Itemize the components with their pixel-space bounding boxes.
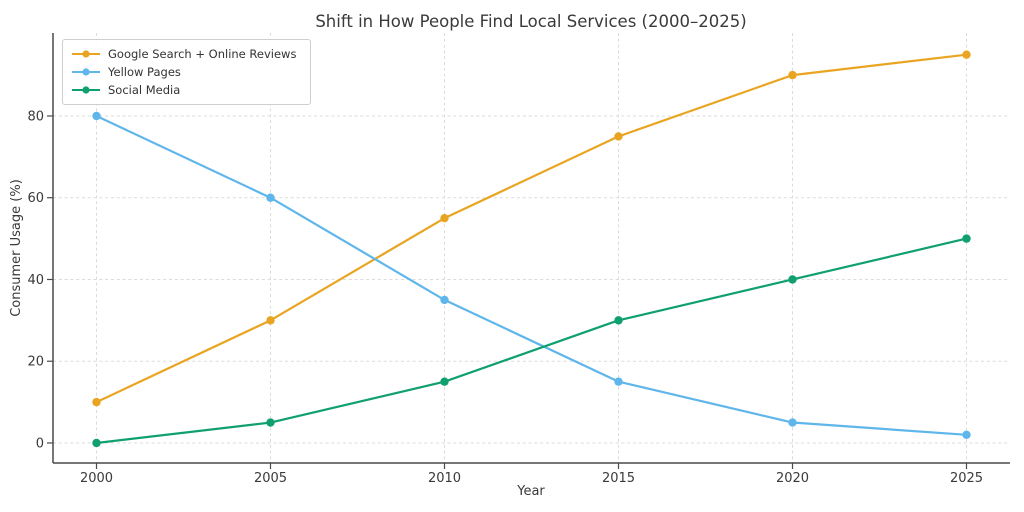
legend-marker-icon bbox=[72, 68, 100, 76]
series-point bbox=[788, 275, 797, 284]
series-point bbox=[266, 193, 275, 202]
legend-marker-icon bbox=[72, 50, 100, 58]
legend-label: Google Search + Online Reviews bbox=[108, 47, 297, 61]
data-series bbox=[92, 50, 971, 448]
series-point bbox=[962, 234, 971, 243]
series-point bbox=[440, 213, 449, 223]
y-tick-label: 20 bbox=[27, 355, 44, 370]
legend: Google Search + Online Reviews Yellow Pa… bbox=[62, 39, 312, 105]
series-point bbox=[962, 430, 971, 439]
chart-title: Shift in How People Find Local Services … bbox=[315, 12, 746, 31]
legend-item-google-search: Google Search + Online Reviews bbox=[71, 45, 296, 63]
y-tick-label: 80 bbox=[27, 109, 44, 124]
series-point bbox=[440, 377, 449, 386]
series-point bbox=[614, 377, 623, 386]
x-tick-label: 2015 bbox=[602, 471, 635, 486]
y-axis-label: Consumer Usage (%) bbox=[9, 179, 24, 317]
x-tick-label: 2025 bbox=[950, 471, 983, 486]
series-point bbox=[92, 111, 101, 121]
x-axis-label: Year bbox=[516, 484, 545, 499]
series-point bbox=[440, 295, 449, 305]
legend-label: Yellow Pages bbox=[108, 65, 181, 79]
series-line bbox=[95, 114, 968, 436]
series-point bbox=[788, 70, 797, 80]
series-point bbox=[962, 50, 971, 59]
legend-label: Social Media bbox=[108, 83, 181, 97]
axis-ticks: 2000 2005 2010 2015 2020 2025 0 20 40 60 80 bbox=[27, 109, 983, 486]
series-point bbox=[614, 316, 623, 325]
y-tick-label: 60 bbox=[27, 191, 44, 206]
x-tick-label: 2010 bbox=[428, 471, 461, 486]
series-point bbox=[266, 418, 275, 427]
y-tick-label: 40 bbox=[27, 273, 44, 288]
legend-item-yellow-pages: Yellow Pages bbox=[71, 63, 296, 81]
x-tick-label: 2020 bbox=[776, 471, 809, 486]
gridlines bbox=[53, 33, 1010, 463]
x-tick-label: 2005 bbox=[254, 471, 287, 486]
series-line bbox=[95, 237, 968, 445]
series-point bbox=[266, 316, 275, 325]
axes-spines bbox=[52, 33, 1010, 464]
y-tick-label: 0 bbox=[36, 436, 44, 451]
series-point bbox=[92, 397, 101, 407]
legend-item-social-media: Social Media bbox=[71, 81, 296, 99]
series-point bbox=[614, 132, 623, 141]
series-point bbox=[788, 418, 797, 427]
series-line bbox=[95, 53, 968, 404]
legend-marker-icon bbox=[72, 86, 100, 94]
x-tick-label: 2000 bbox=[80, 471, 113, 486]
series-point bbox=[92, 438, 101, 448]
